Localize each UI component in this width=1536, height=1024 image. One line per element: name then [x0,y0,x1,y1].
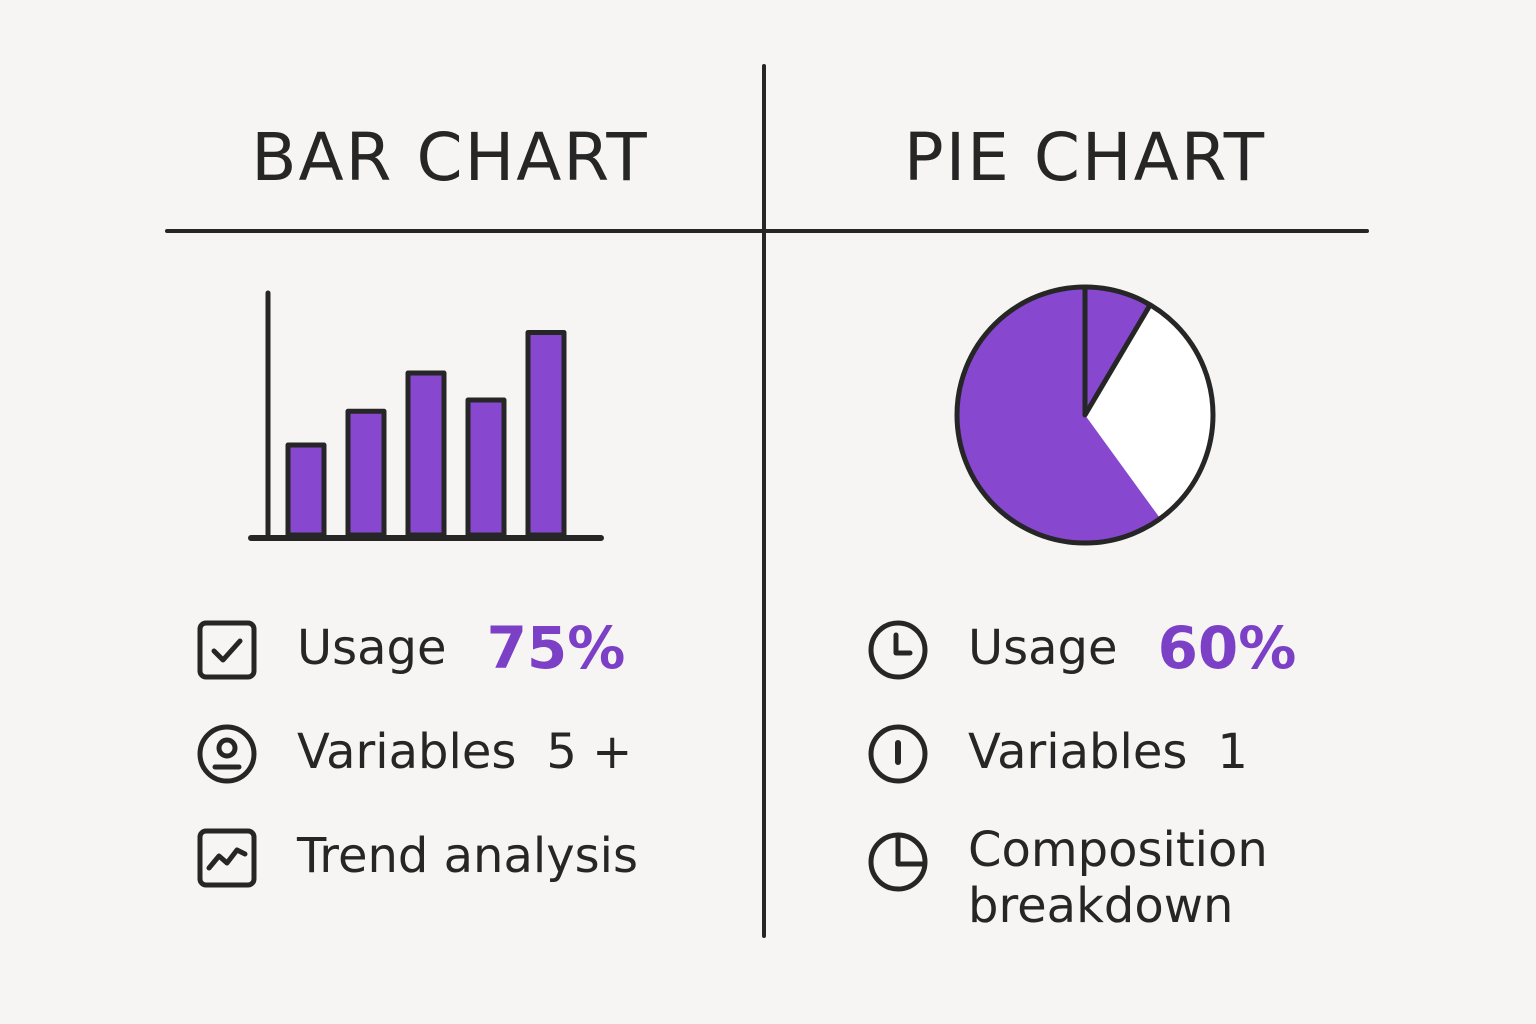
pie-slice-divider [1082,287,1153,418]
bar-usage-value: 75% [486,614,626,682]
one-circle-icon [868,724,928,784]
bar-4 [465,397,507,538]
bar-usage-label: Usage [297,620,447,676]
clock-icon [868,620,928,680]
pie-slice-large [956,287,1161,543]
pie-chart-illustration [954,284,1216,546]
bar-5 [525,330,567,538]
pie-slice-remainder [1085,304,1213,519]
pie-variables-row: Variables 1 [866,722,1248,786]
bar-2 [345,408,387,538]
horizontal-divider [165,229,1369,233]
pie-variables-value: 1 [1217,724,1248,780]
line-chart-icon [197,828,257,888]
pie-usage-row: Usage 60% [866,618,1296,682]
pie-variables-label: Variables [968,724,1188,780]
bar-chart-title: BAR CHART [251,119,649,196]
pie-usage-label: Usage [968,620,1118,676]
vertical-divider [762,64,766,938]
bar-trend-row: Trend analysis [195,826,638,890]
checkbox-check-icon [197,620,257,680]
pie-composition-label: Composition breakdown [968,822,1268,934]
bar-variables-row: Variables 5 + [195,722,632,786]
pie-chart-icon [868,832,928,892]
pie-usage-value: 60% [1157,614,1297,682]
pie-chart-title: PIE CHART [903,119,1267,196]
bar-variables-value: 5 + [546,724,633,780]
bar-3 [405,370,447,538]
bar-1 [285,442,327,538]
bar-chart-illustration [248,290,604,541]
bar-variables-label: Variables [297,724,517,780]
bar-trend-label: Trend analysis [297,828,638,884]
bar-usage-row: Usage 75% [195,618,625,682]
user-circle-icon [197,724,257,784]
pie-composition-row: Composition breakdown [866,822,1328,934]
